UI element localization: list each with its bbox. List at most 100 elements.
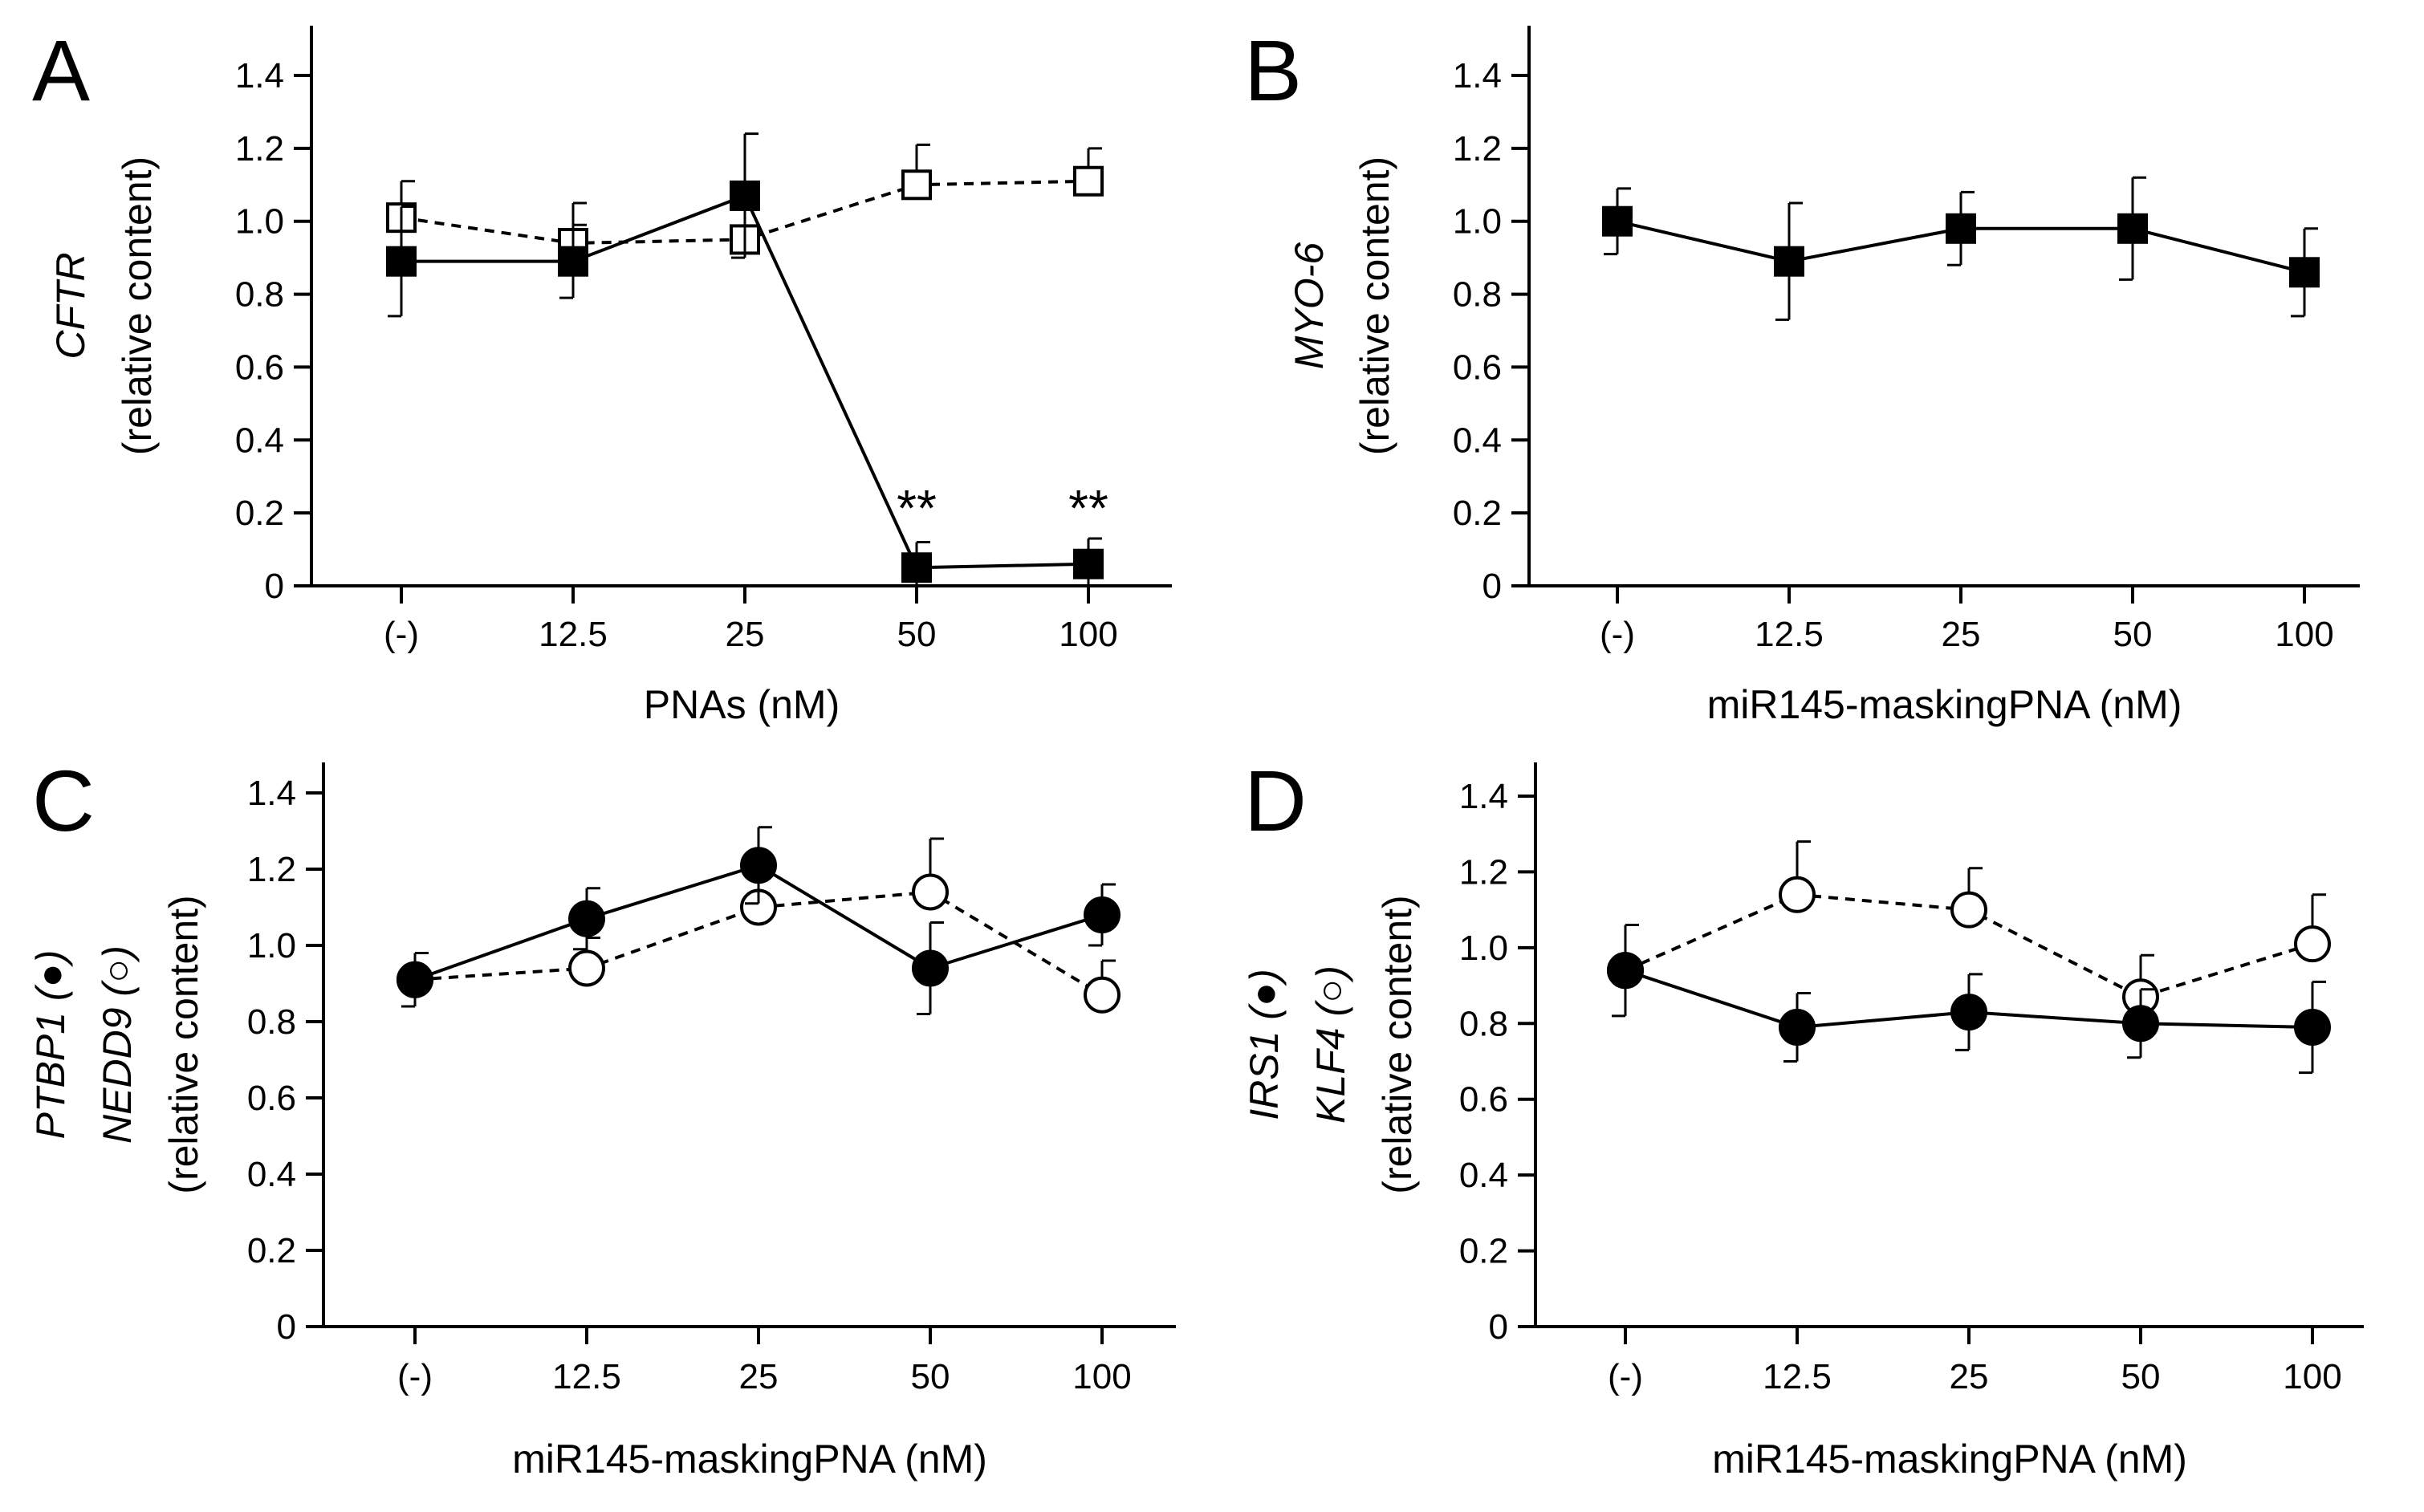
panel-letter: B (1244, 22, 1302, 119)
y-tick-label: 0.8 (235, 275, 284, 315)
data-point (568, 900, 605, 937)
y-axis-title-line: KLF4 (○) (1308, 965, 1353, 1124)
chart-panel-a: A 0 0.2 0.4 0.6 0.8 1.0 1.2 1.4 (-) 12.5 25 50 100 PNA… (32, 22, 1172, 727)
data-point (730, 180, 760, 211)
y-tick-label: 1.0 (1453, 202, 1502, 242)
data-point (2289, 257, 2320, 288)
y-tick-label: 1.2 (247, 850, 296, 889)
x-tick-label: 100 (1072, 1357, 1131, 1396)
x-tick-label: 25 (739, 1357, 779, 1396)
y-tick-label: 0.6 (1453, 348, 1502, 387)
y-tick-label: 0.8 (247, 1002, 296, 1042)
significance-annotation: ** (897, 479, 937, 537)
data-point (1084, 976, 1120, 1014)
data-point (901, 552, 932, 583)
data-point (2117, 213, 2148, 244)
y-axis-title-line: MYO-6 (1287, 242, 1332, 370)
x-axis-title: PNAs (nM) (644, 682, 840, 727)
y-tick-label: 1.4 (1459, 777, 1508, 816)
y-tick-label: 0.4 (1459, 1156, 1508, 1195)
x-tick-label: 50 (911, 1357, 950, 1396)
x-tick-label: 12.5 (552, 1357, 621, 1396)
y-axis-title-line: (relative content) (161, 895, 206, 1193)
data-point (912, 949, 949, 987)
y-tick-label: 0.4 (1453, 421, 1502, 460)
data-point (568, 949, 605, 987)
data-point (1779, 876, 1816, 913)
data-point (386, 246, 417, 277)
x-tick-label: 25 (1942, 615, 1981, 654)
x-tick-label: 12.5 (1755, 615, 1824, 654)
data-point (1946, 213, 1976, 244)
y-tick-label: 1.2 (1459, 852, 1508, 892)
data-point (740, 847, 777, 884)
y-tick-label: 0.8 (1453, 275, 1502, 315)
x-tick-label: 12.5 (539, 615, 608, 654)
x-tick-label: 50 (2113, 615, 2153, 654)
data-point (2294, 1009, 2331, 1047)
x-axis-title: miR145-maskingPNA (nM) (512, 1437, 987, 1482)
series-ptbp1 (397, 826, 1120, 1015)
data-point (1779, 1009, 1816, 1047)
y-tick-label: 0.8 (1459, 1004, 1508, 1043)
data-point (1774, 246, 1804, 277)
panel-letter: A (32, 22, 90, 119)
x-tick-label: (-) (397, 1357, 433, 1396)
x-tick-label: 100 (2283, 1357, 2341, 1396)
x-axis-title: miR145-maskingPNA (nM) (1707, 682, 2182, 727)
y-axis-title-line: (relative content) (1352, 156, 1397, 455)
x-tick-label: 25 (726, 615, 765, 654)
data-point (1950, 891, 1987, 929)
data-point (397, 961, 433, 998)
x-tick-label: (-) (384, 615, 419, 654)
panel-letter: C (32, 752, 95, 849)
y-tick-label: 0.4 (247, 1155, 296, 1194)
y-tick-label: 0 (265, 567, 284, 606)
x-tick-label: 50 (897, 615, 937, 654)
x-tick-label: 50 (2121, 1357, 2161, 1396)
data-point (1602, 205, 1633, 237)
y-axis-title-line: CFTR (48, 252, 93, 359)
x-tick-label: 12.5 (1763, 1357, 1832, 1396)
panel-letter: D (1244, 752, 1307, 849)
y-tick-label: 0 (277, 1307, 296, 1347)
chart-panel-b: B 0 0.2 0.4 0.6 0.8 1.0 1.2 1.4 (-) 12.5 25 50 100 miR… (1244, 22, 2360, 727)
y-axis-title-line: IRS1 (●) (1242, 969, 1287, 1120)
y-tick-label: 0.4 (235, 421, 284, 460)
y-tick-label: 1.4 (235, 56, 284, 96)
x-tick-label: 100 (2275, 615, 2333, 654)
y-tick-label: 0 (1482, 567, 1502, 606)
y-tick-label: 0.2 (247, 1231, 296, 1270)
y-tick-label: 1.4 (247, 774, 296, 813)
significance-annotation: ** (1068, 479, 1108, 537)
y-tick-label: 1.0 (1459, 929, 1508, 968)
y-tick-label: 1.4 (1453, 56, 1502, 96)
y-tick-label: 0.6 (1459, 1080, 1508, 1120)
series-myo-6 (1602, 176, 2320, 321)
y-tick-label: 0 (1489, 1307, 1508, 1347)
y-tick-label: 1.0 (247, 926, 296, 965)
chart-panel-c: C 0 0.2 0.4 0.6 0.8 1.0 1.2 1.4 (-) 12.5 25 50 100 miR… (28, 752, 1176, 1482)
data-point (1607, 952, 1644, 990)
y-tick-label: 1.2 (235, 129, 284, 169)
data-point (1073, 548, 1104, 579)
x-tick-label: (-) (1600, 615, 1635, 654)
data-point (1950, 994, 1987, 1031)
y-axis-title-line: NEDD9 (○) (95, 945, 140, 1144)
x-tick-label: 25 (1950, 1357, 1989, 1396)
y-axis-title-line: (relative content) (115, 156, 160, 455)
y-tick-label: 1.0 (235, 202, 284, 242)
data-point (1073, 165, 1104, 197)
y-axis-title-line: PTBP1 (●) (28, 950, 73, 1140)
data-point (912, 873, 949, 911)
series-filled-squares (386, 132, 1104, 587)
y-tick-label: 0.6 (235, 348, 284, 387)
y-tick-label: 0.2 (1459, 1232, 1508, 1271)
y-tick-label: 0.2 (235, 494, 284, 533)
data-point (901, 169, 932, 201)
y-axis-title-line: (relative content) (1375, 895, 1420, 1193)
y-tick-label: 0.6 (247, 1079, 296, 1118)
data-point (558, 246, 588, 277)
y-tick-label: 0.2 (1453, 494, 1502, 533)
